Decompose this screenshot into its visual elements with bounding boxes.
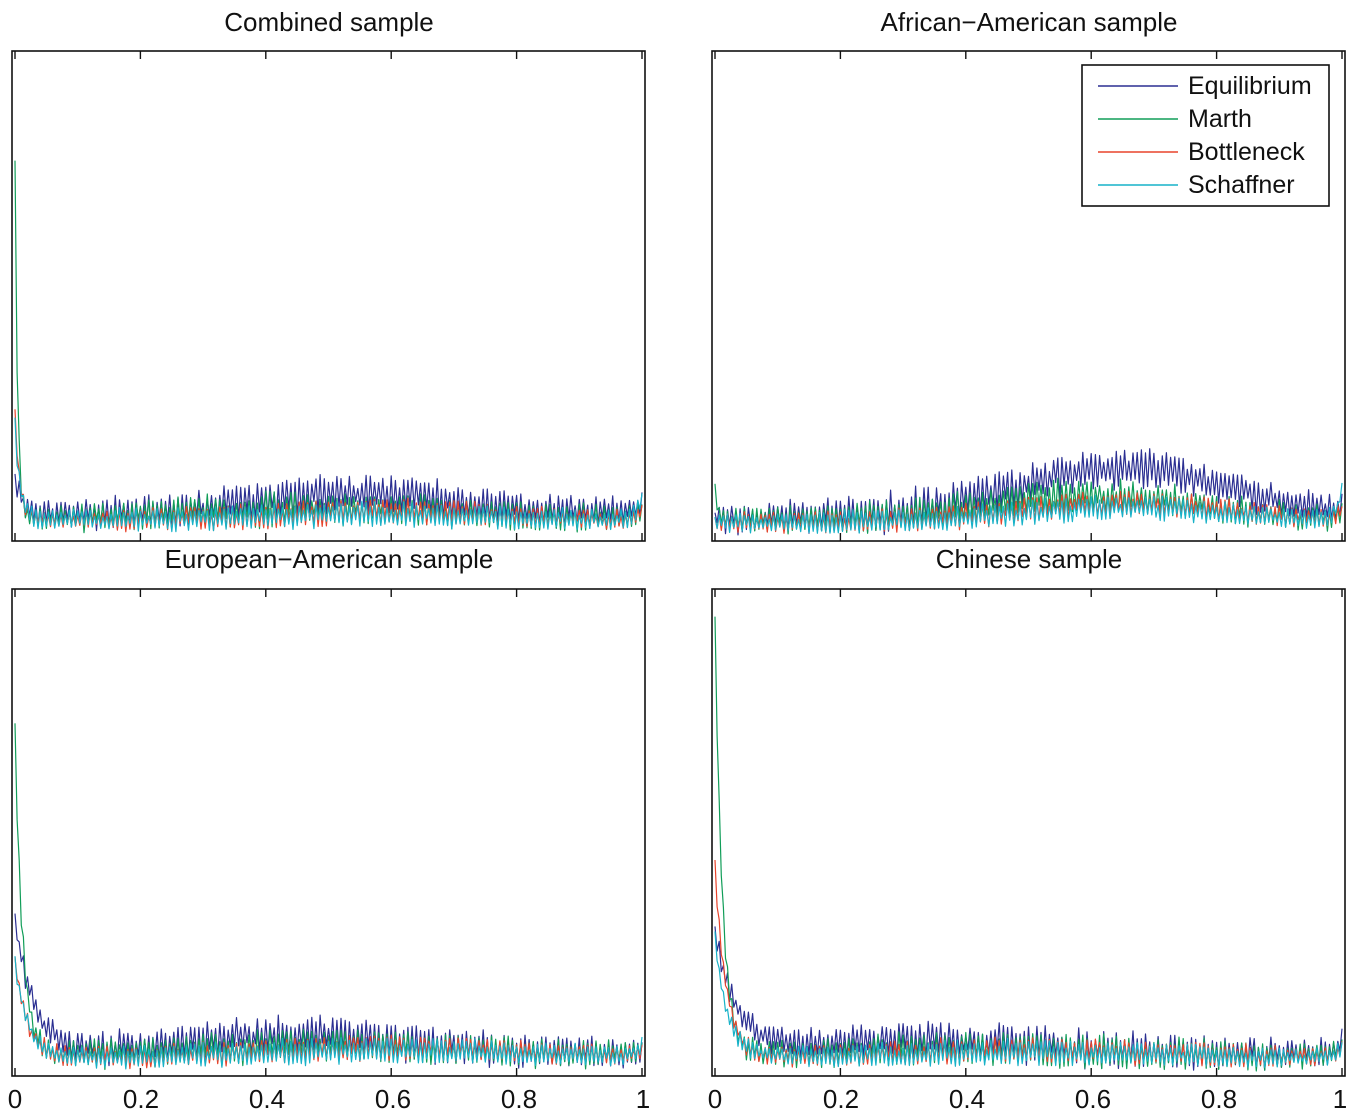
x-tick-label: 0 — [8, 1084, 22, 1114]
series-line-schaffner — [714, 482, 1343, 534]
x-tick-label: 0.4 — [949, 1084, 985, 1114]
panel-title: African−American sample — [881, 7, 1178, 37]
plot-frame — [11, 50, 646, 542]
panel-european-american: European−American sample 0 0.2 0.4 0.6 0… — [8, 544, 650, 1114]
legend-label-bottleneck: Bottleneck — [1188, 138, 1305, 166]
series-line-equilibrium — [14, 473, 643, 532]
series-group — [14, 723, 643, 1071]
x-tick-label: 0.2 — [123, 1084, 159, 1114]
series-line-marth — [714, 616, 1343, 1072]
panel-title: Combined sample — [224, 7, 434, 37]
series-line-equilibrium — [14, 913, 643, 1069]
x-tick-label: 0.6 — [375, 1084, 411, 1114]
series-line-marth — [714, 477, 1343, 535]
series-line-equilibrium — [714, 448, 1343, 536]
x-tick-labels: 0 0.2 0.4 0.6 0.8 1 — [708, 1084, 1347, 1114]
x-tick-labels: 0 0.2 0.4 0.6 0.8 1 — [8, 1084, 650, 1114]
x-tick-label: 0.8 — [501, 1084, 537, 1114]
legend-label-equilibrium: Equilibrium — [1188, 72, 1312, 100]
plot-frame — [711, 588, 1346, 1077]
x-tick-label: 0.6 — [1075, 1084, 1111, 1114]
series-line-schaffner — [14, 956, 643, 1070]
panel-combined: Combined sample — [11, 7, 646, 542]
plot-frame — [11, 588, 646, 1077]
x-tick-label: 0.4 — [249, 1084, 285, 1114]
x-tick-label: 0.8 — [1201, 1084, 1237, 1114]
series-group — [714, 616, 1343, 1072]
x-tick-label: 1 — [1333, 1084, 1347, 1114]
series-line-schaffner — [714, 931, 1343, 1068]
series-line-marth — [14, 723, 643, 1071]
x-tick-label: 0 — [708, 1084, 722, 1114]
panel-chinese: Chinese sample 0 0.2 0.4 0.6 0.8 1 — [708, 544, 1347, 1114]
series-line-bottleneck — [714, 859, 1343, 1068]
legend-box — [1081, 64, 1330, 207]
legend-label-marth: Marth — [1188, 105, 1252, 133]
tick-marks — [714, 51, 1343, 541]
legend: Equilibrium Marth Bottleneck Schaffner — [1081, 64, 1330, 207]
panel-title: European−American sample — [165, 544, 494, 574]
legend-label-schaffner: Schaffner — [1188, 171, 1295, 199]
series-line-schaffner — [14, 417, 643, 533]
series-line-marth — [14, 160, 643, 534]
series-line-equilibrium — [714, 926, 1343, 1071]
x-tick-label: 1 — [636, 1084, 650, 1114]
tick-marks — [14, 589, 643, 1076]
series-group — [714, 448, 1343, 536]
panel-title: Chinese sample — [936, 544, 1122, 574]
series-line-bottleneck — [14, 957, 643, 1070]
series-group — [14, 160, 643, 534]
x-tick-label: 0.2 — [823, 1084, 859, 1114]
panel-african-american: African−American sample Equilibrium Mart… — [711, 7, 1346, 542]
tick-marks — [714, 589, 1343, 1076]
tick-marks — [14, 51, 643, 541]
plot-frame — [711, 50, 1346, 542]
